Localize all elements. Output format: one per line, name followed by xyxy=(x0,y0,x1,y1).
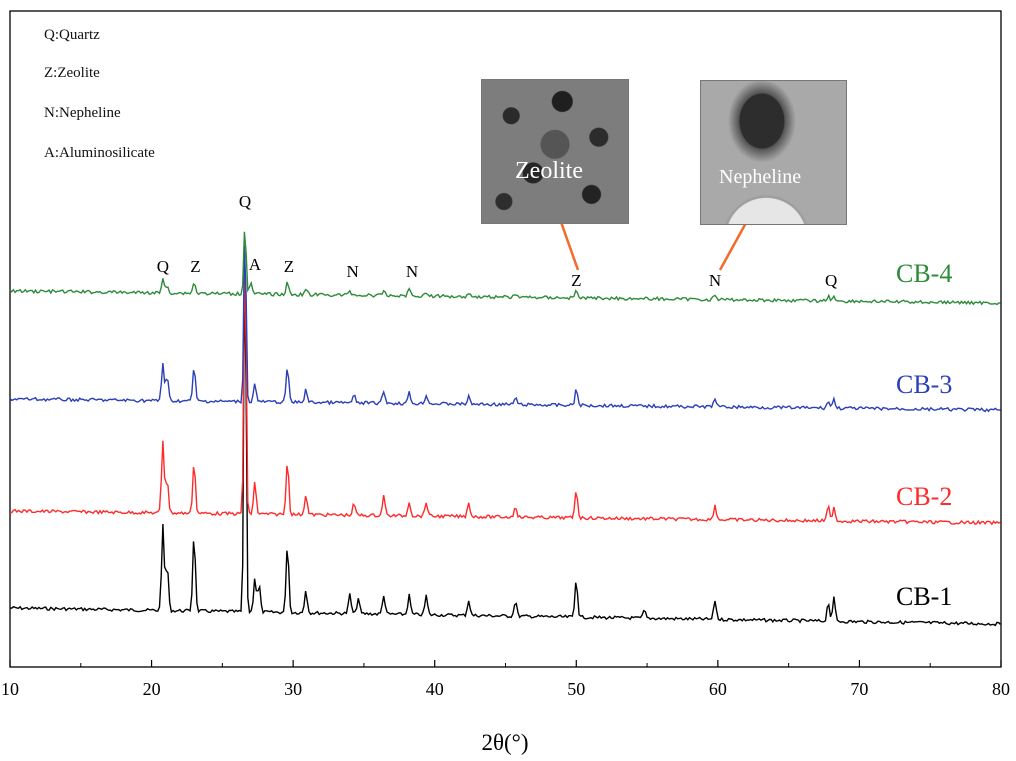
x-tick-label: 30 xyxy=(284,679,302,699)
x-tick-label: 50 xyxy=(567,679,585,699)
x-tick-label: 80 xyxy=(992,679,1010,699)
nepheline-inset-label: Nepheline xyxy=(719,166,802,188)
legend-nepheline: N:Nepheline xyxy=(44,105,121,121)
series-label-cb-1: CB-1 xyxy=(896,582,952,611)
series-line-cb-4 xyxy=(9,231,1001,306)
peak-label: Q xyxy=(157,257,169,276)
x-tick-label: 40 xyxy=(426,679,444,699)
nepheline-sem-inset: Nepheline xyxy=(700,80,847,225)
legend-aluminosilicate: A:Aluminosilicate xyxy=(44,145,155,161)
peak-label: N xyxy=(406,262,418,281)
x-tick-label: 60 xyxy=(709,679,727,699)
peak-label: A xyxy=(249,255,262,274)
x-tick-label: 10 xyxy=(1,679,19,699)
legend-zeolite: Z:Zeolite xyxy=(44,65,100,81)
series-line-cb-2 xyxy=(9,259,1001,526)
zeolite-inset-label: Zeolite xyxy=(515,158,583,184)
legend-quartz: Q:Quartz xyxy=(44,27,100,43)
series-line-cb-1 xyxy=(9,272,1001,627)
peak-label: Z xyxy=(190,257,200,276)
series-line-cb-3 xyxy=(9,245,1001,413)
peak-label: N xyxy=(346,262,358,281)
peak-label: Q xyxy=(239,192,251,211)
series-label-cb-2: CB-2 xyxy=(896,482,952,511)
series-label-cb-4: CB-4 xyxy=(896,259,952,288)
x-axis-label: 2θ(°) xyxy=(481,730,528,755)
series-label-cb-3: CB-3 xyxy=(896,370,952,399)
x-tick-label: 20 xyxy=(143,679,161,699)
peak-label: Q xyxy=(825,271,837,290)
zeolite-sem-inset: Zeolite xyxy=(481,79,629,224)
peak-label: Z xyxy=(284,257,294,276)
x-tick-label: 70 xyxy=(850,679,868,699)
peak-label: Z xyxy=(571,271,581,290)
peak-label: N xyxy=(709,271,721,290)
